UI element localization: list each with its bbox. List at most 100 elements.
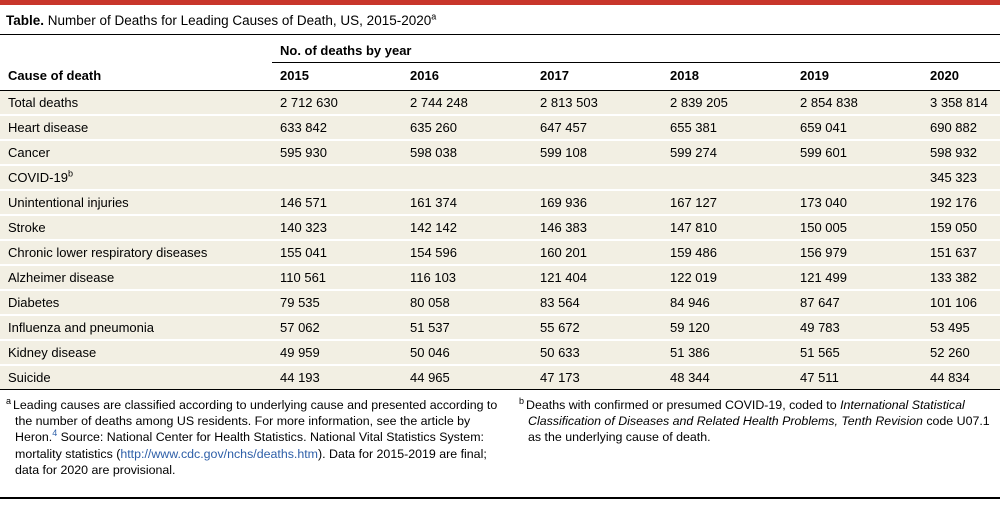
value-cell: 79 535 [272, 290, 402, 316]
cause-cell: Stroke [0, 215, 272, 241]
footnote-a: a Leading causes are classified according… [6, 395, 503, 478]
value-cell: 51 565 [792, 340, 922, 366]
table-row: Heart disease 633 842 635 260 647 457 655 38… [0, 115, 1000, 141]
footnote-b-marker: b [519, 395, 525, 406]
value-cell [532, 165, 662, 191]
cause-label: Cancer [8, 145, 50, 160]
footnote-a-marker: a [6, 395, 12, 406]
value-cell [662, 165, 792, 191]
value-cell: 150 005 [792, 215, 922, 241]
value-cell: 2 712 630 [272, 90, 402, 116]
column-group-header: No. of deaths by year [272, 35, 1000, 63]
value-cell: 47 173 [532, 365, 662, 390]
table-title-text: Number of Deaths for Leading Causes of D… [44, 13, 432, 28]
value-cell: 59 120 [662, 315, 792, 341]
value-cell: 655 381 [662, 115, 792, 141]
year-header-2018: 2018 [662, 62, 792, 91]
value-cell: 84 946 [662, 290, 792, 316]
years-header-row: Cause of death 2015 2016 2017 2018 2019 … [0, 62, 1000, 91]
footnote-a-text-3: ). Data for 2015-2019 are final; data fo… [15, 446, 487, 477]
cdc-deaths-link[interactable]: http://www.cdc.gov/nchs/deaths.htm [120, 446, 319, 461]
value-cell: 44 965 [402, 365, 532, 390]
column-group-row: No. of deaths by year [0, 35, 1000, 63]
value-cell: 154 596 [402, 240, 532, 266]
cause-cell: Total deaths [0, 90, 272, 116]
cause-cell: Chronic lower respiratory diseases [0, 240, 272, 266]
year-header-2020: 2020 [922, 62, 1000, 91]
value-cell: 48 344 [662, 365, 792, 390]
cause-label: Total deaths [8, 95, 79, 110]
year-header-2015: 2015 [272, 62, 402, 91]
footnote-a-text-2: Source: National Center for Health Stati… [15, 430, 484, 461]
cause-cell: Unintentional injuries [0, 190, 272, 216]
cause-footnote-marker: b [67, 168, 73, 179]
value-cell: 599 274 [662, 140, 792, 166]
cause-of-death-header: Cause of death [0, 62, 272, 91]
value-cell: 345 323 [922, 165, 1000, 191]
value-cell: 51 386 [662, 340, 792, 366]
title-rule [0, 34, 1000, 35]
table-row: Cancer 595 930 598 038 599 108 599 274 599 60… [0, 140, 1000, 166]
value-cell: 635 260 [402, 115, 532, 141]
value-cell: 49 959 [272, 340, 402, 366]
value-cell: 140 323 [272, 215, 402, 241]
footnote-b-text-2: code U07.1 as the underlying cause of de… [528, 414, 990, 445]
citation-ref-4[interactable]: 4 [52, 428, 58, 439]
cause-cell: Diabetes [0, 290, 272, 316]
table-row: Alzheimer disease 110 561 116 103 121 404 12… [0, 265, 1000, 291]
value-cell [792, 165, 922, 191]
value-cell: 169 936 [532, 190, 662, 216]
table-row: Influenza and pneumonia 57 062 51 537 55 67… [0, 315, 1000, 341]
year-header-2016: 2016 [402, 62, 532, 91]
value-cell: 599 601 [792, 140, 922, 166]
cause-cell: Cancer [0, 140, 272, 166]
value-cell: 161 374 [402, 190, 532, 216]
value-cell: 159 486 [662, 240, 792, 266]
value-cell: 155 041 [272, 240, 402, 266]
table-body: Total deaths 2 712 630 2 744 248 2 813 503 2… [0, 90, 1000, 390]
value-cell: 121 404 [532, 265, 662, 291]
cause-label: Unintentional injuries [8, 195, 129, 210]
value-cell: 87 647 [792, 290, 922, 316]
cause-label: Chronic lower respiratory diseases [8, 245, 208, 260]
value-cell: 2 744 248 [402, 90, 532, 116]
cause-cell: Suicide [0, 365, 272, 390]
value-cell: 2 854 838 [792, 90, 922, 116]
value-cell: 55 672 [532, 315, 662, 341]
cause-label: Diabetes [8, 295, 60, 310]
value-cell: 599 108 [532, 140, 662, 166]
value-cell: 647 457 [532, 115, 662, 141]
value-cell: 101 106 [922, 290, 1000, 316]
table-row: Kidney disease 49 959 50 046 50 633 51 386 51… [0, 340, 1000, 366]
footnote-b-icd-title: International Statistical Classification… [528, 398, 965, 429]
footnote-b-text-1: Deaths with confirmed or presumed COVID-… [526, 398, 841, 412]
cause-cell: Heart disease [0, 115, 272, 141]
value-cell: 595 930 [272, 140, 402, 166]
cause-cell: Alzheimer disease [0, 265, 272, 291]
value-cell: 50 633 [532, 340, 662, 366]
table-row: COVID-19b 345 323 [0, 165, 1000, 191]
cause-label: Influenza and pneumonia [8, 320, 155, 335]
table-title-footnote-marker: a [431, 11, 437, 22]
table-row: Chronic lower respiratory diseases 155 04… [0, 240, 1000, 266]
value-cell [272, 165, 402, 191]
value-cell: 49 783 [792, 315, 922, 341]
table-row: Diabetes 79 535 80 058 83 564 84 946 87 647 10… [0, 290, 1000, 316]
value-cell: 80 058 [402, 290, 532, 316]
value-cell: 598 038 [402, 140, 532, 166]
footnote-b: b Deaths with confirmed or presumed COVID… [519, 395, 994, 478]
cause-label: COVID-19 [8, 170, 68, 185]
cause-label: Suicide [8, 370, 51, 385]
value-cell: 690 882 [922, 115, 1000, 141]
table-row: Suicide 44 193 44 965 47 173 48 344 47 511 44 … [0, 365, 1000, 390]
cause-cell: COVID-19b [0, 165, 272, 191]
value-cell: 50 046 [402, 340, 532, 366]
footnote-a-text-1: Leading causes are classified according … [13, 398, 498, 445]
value-cell: 2 839 205 [662, 90, 792, 116]
value-cell: 659 041 [792, 115, 922, 141]
value-cell: 151 637 [922, 240, 1000, 266]
cause-label: Stroke [8, 220, 46, 235]
value-cell: 51 537 [402, 315, 532, 341]
value-cell: 3 358 814 [922, 90, 1000, 116]
